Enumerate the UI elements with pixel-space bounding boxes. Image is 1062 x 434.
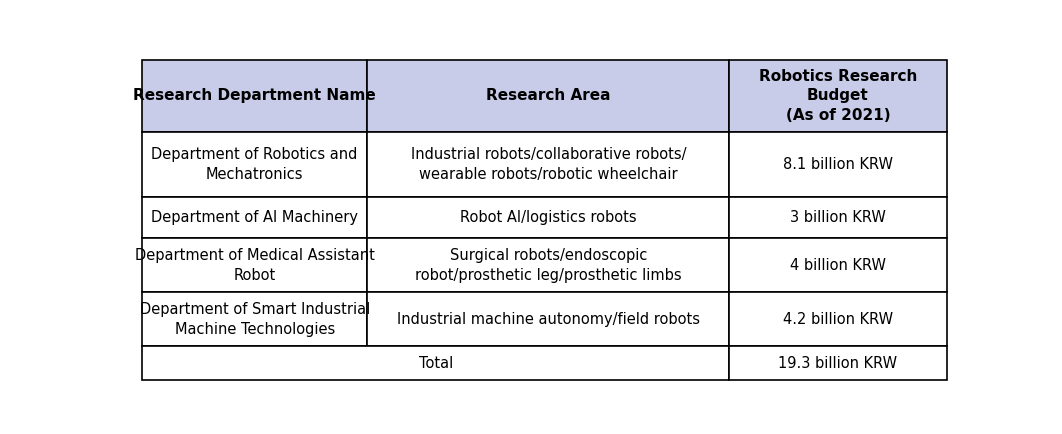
- Text: Surgical robots/endoscopic
robot/prosthetic leg/prosthetic limbs: Surgical robots/endoscopic robot/prosthe…: [415, 248, 682, 283]
- Bar: [730, 197, 946, 238]
- Bar: [730, 293, 946, 346]
- Bar: [367, 238, 730, 293]
- Text: Robot AI/logistics robots: Robot AI/logistics robots: [460, 210, 636, 225]
- Bar: [367, 132, 730, 197]
- Bar: [367, 197, 730, 238]
- Text: 3 billion KRW: 3 billion KRW: [790, 210, 886, 225]
- Text: Department of Medical Assistant
Robot: Department of Medical Assistant Robot: [135, 248, 375, 283]
- Bar: [730, 132, 946, 197]
- Text: 4.2 billion KRW: 4.2 billion KRW: [783, 312, 893, 327]
- Text: Total: Total: [418, 356, 452, 371]
- Text: Industrial robots/collaborative robots/
wearable robots/robotic wheelchair: Industrial robots/collaborative robots/ …: [411, 147, 686, 182]
- Bar: [367, 60, 730, 132]
- Text: Research Department Name: Research Department Name: [134, 89, 376, 103]
- Text: Industrial machine autonomy/field robots: Industrial machine autonomy/field robots: [397, 312, 700, 327]
- Bar: [142, 132, 367, 197]
- Bar: [730, 346, 946, 380]
- Bar: [730, 238, 946, 293]
- Bar: [142, 238, 367, 293]
- Bar: [142, 60, 367, 132]
- Text: 4 billion KRW: 4 billion KRW: [790, 258, 886, 273]
- Text: Department of Robotics and
Mechatronics: Department of Robotics and Mechatronics: [152, 147, 358, 182]
- Bar: [142, 197, 367, 238]
- Text: Department of Smart Industrial
Machine Technologies: Department of Smart Industrial Machine T…: [139, 302, 370, 337]
- Bar: [142, 346, 730, 380]
- Bar: [142, 293, 367, 346]
- Bar: [367, 293, 730, 346]
- Text: 19.3 billion KRW: 19.3 billion KRW: [778, 356, 897, 371]
- Text: Robotics Research
Budget
(As of 2021): Robotics Research Budget (As of 2021): [758, 69, 918, 123]
- Text: Department of AI Machinery: Department of AI Machinery: [151, 210, 358, 225]
- Bar: [730, 60, 946, 132]
- Text: Research Area: Research Area: [486, 89, 611, 103]
- Text: 8.1 billion KRW: 8.1 billion KRW: [783, 157, 893, 172]
